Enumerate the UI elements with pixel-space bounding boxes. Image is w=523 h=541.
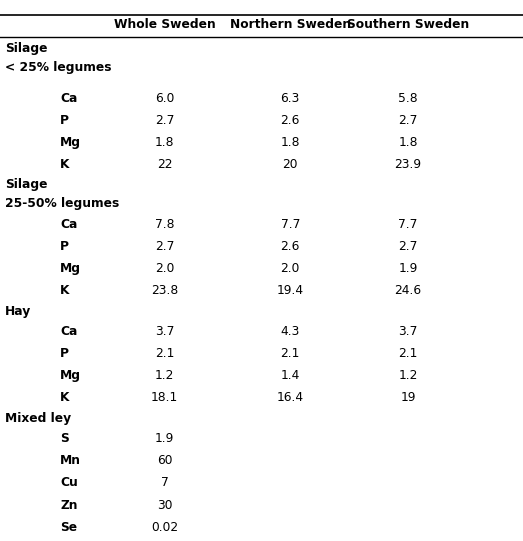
Text: 7.8: 7.8 [155,217,175,230]
Text: Se: Se [60,521,77,534]
Text: Ca: Ca [60,217,77,230]
Text: 1.2: 1.2 [155,369,175,382]
Text: 19.4: 19.4 [277,284,304,297]
Text: 25-50% legumes: 25-50% legumes [5,197,119,210]
Text: 2.7: 2.7 [155,114,175,127]
Text: 2.6: 2.6 [280,114,300,127]
Text: 19: 19 [400,391,416,404]
Text: 2.7: 2.7 [398,240,418,253]
Text: 23.8: 23.8 [151,284,178,297]
Text: 7: 7 [161,477,168,490]
Text: P: P [60,240,69,253]
Text: 6.0: 6.0 [155,91,175,104]
Text: Silage: Silage [5,42,48,55]
Text: 18.1: 18.1 [151,391,178,404]
Text: K: K [60,284,70,297]
Text: 2.7: 2.7 [155,240,175,253]
Text: Ca: Ca [60,91,77,104]
Text: K: K [60,391,70,404]
Text: 1.8: 1.8 [280,136,300,149]
Text: 22: 22 [157,158,173,171]
Text: Hay: Hay [5,305,31,318]
Text: 30: 30 [157,499,173,512]
Text: 7.7: 7.7 [398,217,418,230]
Text: 1.8: 1.8 [398,136,418,149]
Text: 2.0: 2.0 [280,262,300,275]
Text: 2.1: 2.1 [398,347,418,360]
Text: 1.9: 1.9 [398,262,418,275]
Text: Ca: Ca [60,325,77,338]
Text: P: P [60,347,69,360]
Text: 20: 20 [282,158,298,171]
Text: 60: 60 [157,454,173,467]
Text: 24.6: 24.6 [394,284,422,297]
Text: 5.8: 5.8 [398,91,418,104]
Text: 1.9: 1.9 [155,432,175,445]
Text: 3.7: 3.7 [398,325,418,338]
Text: Northern Sweden: Northern Sweden [230,18,351,31]
Text: 2.0: 2.0 [155,262,175,275]
Text: 2.6: 2.6 [280,240,300,253]
Text: 0.02: 0.02 [151,521,178,534]
Text: Cu: Cu [60,477,78,490]
Text: Mg: Mg [60,262,81,275]
Text: 4.3: 4.3 [280,325,300,338]
Text: 1.8: 1.8 [155,136,175,149]
Text: 2.1: 2.1 [155,347,175,360]
Text: 2.7: 2.7 [398,114,418,127]
Text: K: K [60,158,70,171]
Text: Southern Sweden: Southern Sweden [347,18,469,31]
Text: Mn: Mn [60,454,81,467]
Text: 3.7: 3.7 [155,325,175,338]
Text: Mg: Mg [60,369,81,382]
Text: 6.3: 6.3 [280,91,300,104]
Text: 16.4: 16.4 [277,391,304,404]
Text: Zn: Zn [60,499,77,512]
Text: P: P [60,114,69,127]
Text: 2.1: 2.1 [280,347,300,360]
Text: Silage: Silage [5,179,48,192]
Text: 1.4: 1.4 [280,369,300,382]
Text: 1.2: 1.2 [398,369,418,382]
Text: < 25% legumes: < 25% legumes [5,61,112,74]
Text: Mixed ley: Mixed ley [5,412,71,425]
Text: S: S [60,432,69,445]
Text: 7.7: 7.7 [280,217,300,230]
Text: 23.9: 23.9 [394,158,422,171]
Text: Mg: Mg [60,136,81,149]
Text: Whole Sweden: Whole Sweden [114,18,215,31]
